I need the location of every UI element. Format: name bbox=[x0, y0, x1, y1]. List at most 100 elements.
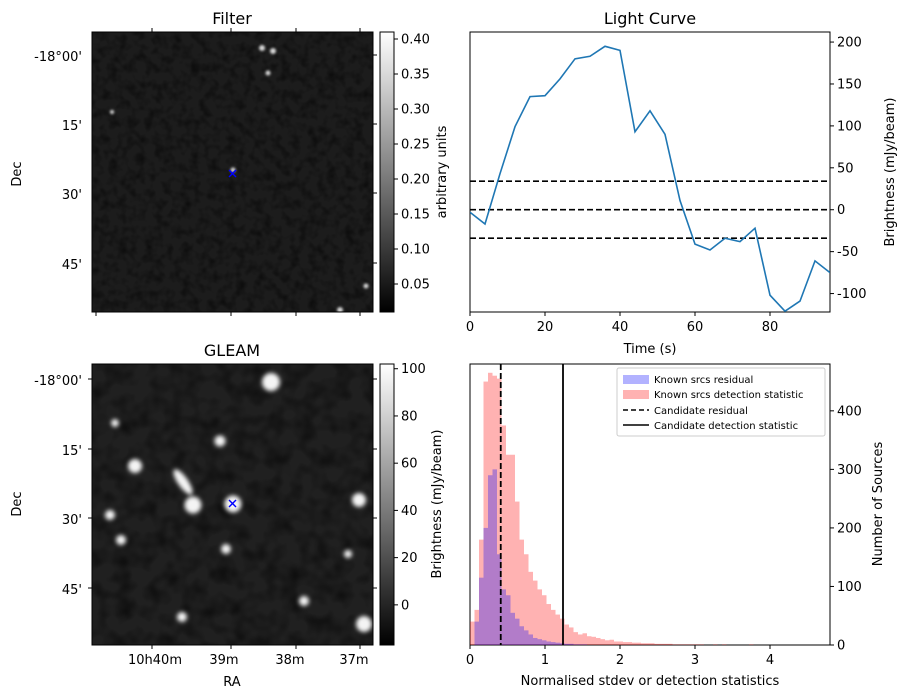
histogram-bar bbox=[564, 624, 569, 645]
histogram-bar bbox=[519, 539, 524, 645]
filter-marker bbox=[228, 169, 237, 178]
histogram-bar bbox=[551, 642, 556, 645]
colorbar-tick-label: 40 bbox=[401, 504, 418, 519]
colorbar-tick-label: 80 bbox=[401, 409, 418, 424]
histogram-bar bbox=[632, 642, 637, 645]
gleam-marker bbox=[228, 499, 237, 508]
gleam-xtick-label: 39m bbox=[209, 653, 238, 668]
histogram-xtick-label: 3 bbox=[691, 653, 699, 668]
gleam-xtick-label: 10h40m bbox=[128, 653, 182, 668]
legend-label: Candidate detection statistic bbox=[654, 421, 798, 432]
histogram-bar bbox=[614, 641, 619, 645]
gleam-colorbar bbox=[379, 363, 395, 646]
histogram-bar bbox=[515, 501, 520, 645]
histogram-bar bbox=[524, 630, 529, 645]
gleam-source bbox=[214, 435, 226, 447]
histogram-bar bbox=[546, 641, 551, 645]
histogram-bar bbox=[479, 539, 484, 645]
histogram-panel: 0 1 2 3 4 0 100 200 300 400 Normalised stdev or … bbox=[466, 363, 886, 689]
filter-ytick-label: 30' bbox=[62, 188, 82, 203]
histogram-bar bbox=[641, 643, 646, 645]
histogram-bar bbox=[578, 634, 583, 645]
light-curve-xlabel: Time (s) bbox=[623, 342, 677, 357]
histogram-bar bbox=[587, 636, 592, 645]
histogram-bar bbox=[506, 595, 511, 645]
gleam-source bbox=[356, 616, 372, 632]
histogram-bar bbox=[695, 644, 700, 645]
histogram-bar bbox=[609, 639, 614, 645]
histogram-bar bbox=[470, 621, 475, 645]
histogram-ytick-label: 300 bbox=[837, 463, 862, 478]
gleam-source bbox=[173, 469, 193, 495]
histogram-bar bbox=[677, 644, 682, 645]
histogram-bar bbox=[506, 454, 511, 645]
histogram-bar bbox=[681, 644, 686, 645]
filter-source bbox=[363, 283, 369, 289]
light-curve-ytick-label: -100 bbox=[837, 287, 867, 302]
histogram-bar bbox=[555, 614, 560, 645]
colorbar-tick-label: 0.05 bbox=[401, 278, 430, 293]
gleam-panel: GLEAM bbox=[10, 341, 445, 690]
gleam-ylabel: Dec bbox=[10, 491, 25, 516]
histogram-bar bbox=[650, 643, 655, 645]
histogram-legend: Known srcs residual Known srcs detection… bbox=[616, 367, 826, 437]
gleam-xtick-label: 37m bbox=[339, 653, 368, 668]
colorbar-tick-label: 20 bbox=[401, 551, 418, 566]
filter-source bbox=[270, 48, 276, 54]
gleam-xtick-label: 38m bbox=[275, 653, 304, 668]
gleam-ytick-label: -18°00' bbox=[34, 374, 82, 389]
legend-label: Known srcs residual bbox=[654, 375, 753, 386]
histogram-bar bbox=[569, 643, 574, 645]
histogram-bar bbox=[722, 644, 727, 645]
histogram-bar bbox=[627, 642, 632, 645]
filter-source bbox=[110, 110, 114, 114]
histogram-bar bbox=[645, 643, 650, 645]
histogram-bar bbox=[497, 378, 502, 645]
histogram-bar bbox=[519, 626, 524, 645]
light-curve-ytick-label: 150 bbox=[837, 77, 862, 92]
histogram-bar bbox=[501, 589, 506, 645]
filter-colorbar bbox=[379, 31, 395, 313]
histogram-ytick-label: 400 bbox=[837, 404, 862, 419]
histogram-bar bbox=[483, 381, 488, 645]
filter-ytick-label: 15' bbox=[62, 119, 82, 134]
histogram-xtick-label: 0 bbox=[466, 653, 474, 668]
light-curve-ytick-label: 200 bbox=[837, 36, 862, 51]
histogram-bar bbox=[474, 609, 479, 645]
histogram-xtick-label: 4 bbox=[766, 653, 774, 668]
histogram-bar bbox=[542, 640, 547, 645]
histogram-bar bbox=[474, 621, 479, 645]
colorbar-tick-label: 0.25 bbox=[401, 138, 430, 153]
histogram-bar bbox=[699, 644, 704, 645]
gleam-source bbox=[344, 550, 352, 558]
filter-panel: Filter -18°00' 15' 30' 45 bbox=[10, 9, 450, 316]
gleam-colorbar-label: Brightness (mJy/beam) bbox=[430, 430, 445, 579]
histogram-bar bbox=[555, 642, 560, 645]
histogram-bar bbox=[551, 609, 556, 645]
histogram-xlabel: Normalised stdev or detection statistics bbox=[521, 674, 780, 689]
histogram-bar bbox=[749, 644, 754, 645]
histogram-bar bbox=[510, 454, 515, 645]
filter-source bbox=[337, 307, 343, 312]
gleam-source bbox=[116, 535, 126, 545]
histogram-bar bbox=[591, 636, 596, 645]
light-curve-ytick-label: 100 bbox=[837, 119, 862, 134]
histogram-bar bbox=[515, 618, 520, 645]
histogram-bar bbox=[582, 644, 587, 645]
colorbar-tick-label: 0.15 bbox=[401, 208, 430, 223]
light-curve-xtick-label: 60 bbox=[687, 320, 704, 335]
legend-label: Candidate residual bbox=[654, 406, 748, 417]
histogram-bar bbox=[483, 527, 488, 645]
light-curve-ytick-label: 50 bbox=[837, 161, 854, 176]
histogram-bar bbox=[573, 632, 578, 645]
light-curve-ytick-label: -50 bbox=[837, 245, 858, 260]
filter-source bbox=[265, 70, 271, 76]
histogram-ylabel: Number of Sources bbox=[871, 442, 886, 567]
histogram-bar bbox=[672, 644, 677, 645]
histogram-bar bbox=[479, 577, 484, 645]
filter-ytick-label: 45' bbox=[62, 258, 82, 273]
histogram-bar bbox=[569, 627, 574, 645]
histogram-bar bbox=[623, 642, 628, 645]
histogram-xtick-label: 1 bbox=[541, 653, 549, 668]
histogram-bar bbox=[488, 372, 493, 645]
